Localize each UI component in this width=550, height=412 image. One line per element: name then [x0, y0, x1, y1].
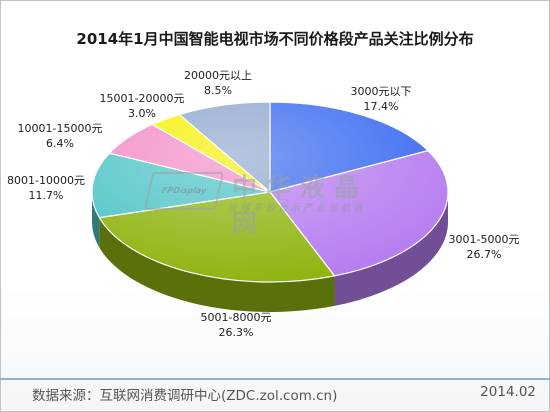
- data-label-4: 10001-15000元 6.4%: [5, 121, 115, 151]
- data-label-0: 3000元以下 17.4%: [326, 84, 436, 114]
- data-label-value: 17.4%: [363, 100, 399, 113]
- data-label-6: 20000元以上 8.5%: [163, 68, 273, 98]
- watermark: FPDisplay 中华液晶网 全球平板显示产业领航者: [143, 168, 401, 238]
- data-label-category: 15001-20000元: [99, 92, 185, 105]
- watermark-tagline: 全球平板显示产业领航者: [228, 203, 366, 214]
- data-label-1: 3001-5000元 26.7%: [429, 232, 539, 262]
- data-label-category: 8001-10000元: [7, 174, 85, 187]
- data-label-value: 6.4%: [46, 137, 74, 150]
- footer-divider: [0, 378, 550, 380]
- data-label-2: 5001-8000元 26.3%: [181, 310, 291, 340]
- report-date: 2014.02: [480, 384, 536, 400]
- watermark-name: 中华液晶网: [232, 173, 369, 238]
- pie-side-2: [99, 217, 335, 312]
- data-label-value: 3.0%: [128, 107, 156, 120]
- data-label-3: 8001-10000元 11.7%: [0, 173, 101, 203]
- data-label-5: 15001-20000元 3.0%: [87, 91, 197, 121]
- data-label-category: 10001-15000元: [17, 122, 103, 135]
- data-label-value: 26.7%: [466, 248, 502, 261]
- data-source: 数据来源：互联网消费调研中心(ZDC.zol.com.cn): [32, 388, 338, 404]
- data-label-category: 5001-8000元: [200, 311, 272, 324]
- chart-title: 2014年1月中国智能电视市场不同价格段产品关注比例分布: [76, 30, 474, 48]
- data-label-category: 20000元以上: [184, 69, 252, 82]
- data-label-category: 3000元以下: [350, 85, 412, 98]
- data-label-value: 26.3%: [218, 326, 254, 339]
- data-label-value: 11.7%: [28, 189, 64, 202]
- data-label-category: 3001-5000元: [448, 233, 520, 246]
- watermark-logo: FPDisplay: [143, 172, 225, 210]
- data-label-value: 8.5%: [204, 84, 232, 97]
